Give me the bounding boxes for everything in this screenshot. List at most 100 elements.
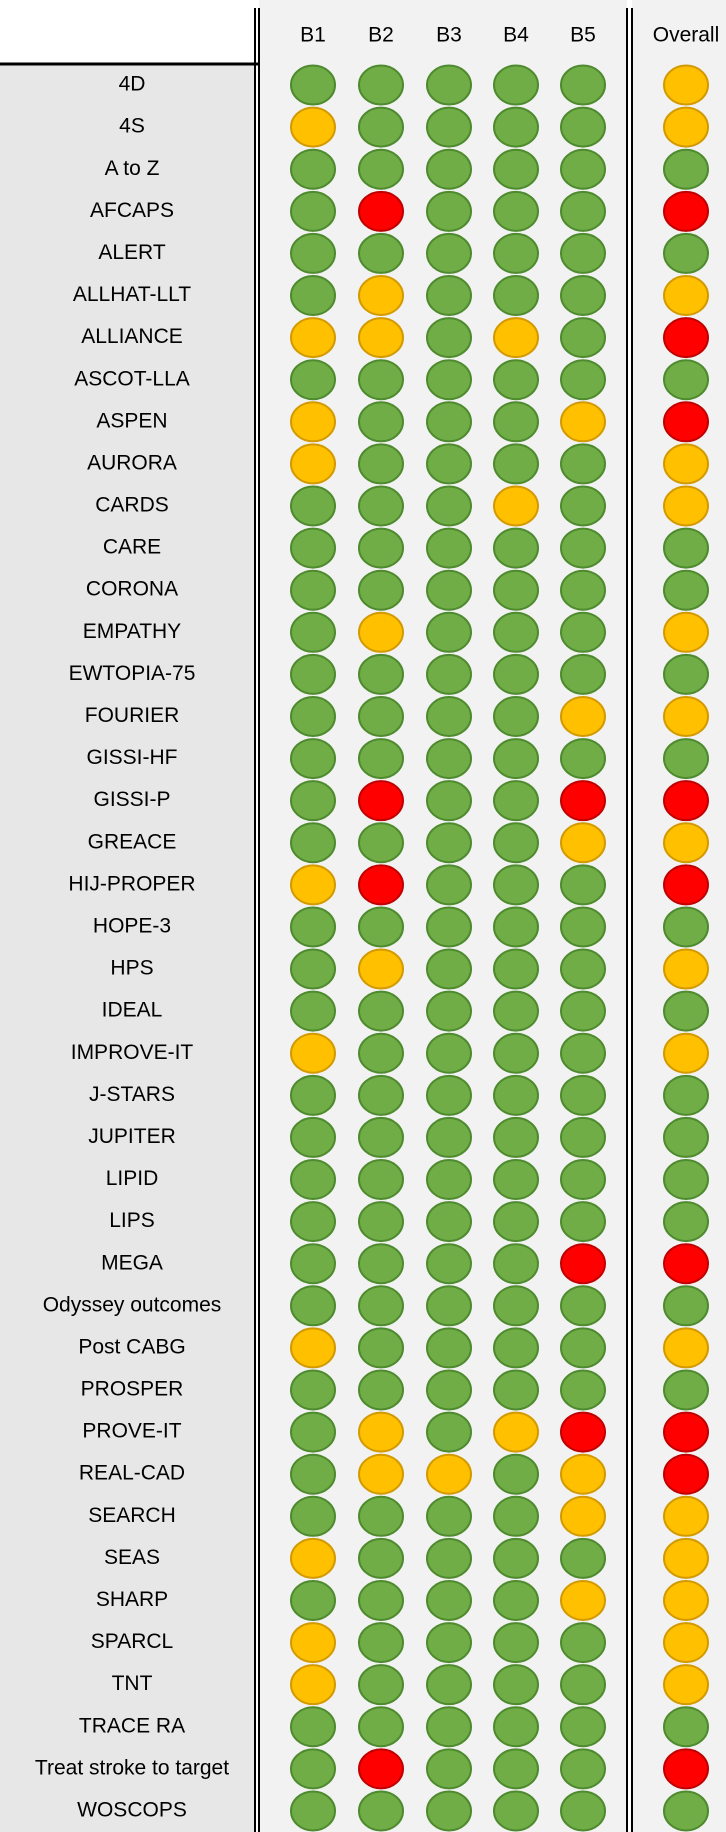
rating-dot xyxy=(663,1327,709,1369)
study-label: SEAS xyxy=(104,1546,160,1569)
rating-dot xyxy=(493,232,539,274)
rating-dot xyxy=(493,1032,539,1074)
rating-dot xyxy=(290,1159,336,1201)
rating-dot xyxy=(560,1790,606,1832)
rating-dot xyxy=(290,1664,336,1706)
rating-dot xyxy=(426,64,472,106)
study-label: CARDS xyxy=(95,494,169,517)
rating-dot xyxy=(358,1285,404,1327)
rating-dot xyxy=(358,1116,404,1158)
rating-dot xyxy=(426,1074,472,1116)
rating-dot xyxy=(560,1116,606,1158)
rating-dot xyxy=(290,1537,336,1579)
rating-dot xyxy=(663,1032,709,1074)
rating-dot xyxy=(290,359,336,401)
rating-dot xyxy=(290,1706,336,1748)
rating-dot xyxy=(290,1074,336,1116)
rating-dot xyxy=(426,527,472,569)
rating-dot xyxy=(426,443,472,485)
study-label: PROVE-IT xyxy=(82,1420,181,1443)
rating-dot xyxy=(426,1453,472,1495)
rating-dot xyxy=(358,1201,404,1243)
rating-dot xyxy=(493,1116,539,1158)
rating-dot xyxy=(560,1032,606,1074)
rating-dot xyxy=(358,317,404,359)
rating-dot xyxy=(560,653,606,695)
study-label: HOPE-3 xyxy=(93,914,171,937)
rating-dot xyxy=(560,569,606,611)
rating-dot xyxy=(290,317,336,359)
rating-dot xyxy=(290,190,336,232)
rating-dot xyxy=(358,1706,404,1748)
study-label: Post CABG xyxy=(78,1335,185,1358)
rating-dot xyxy=(426,1032,472,1074)
rating-dot xyxy=(358,1032,404,1074)
study-label: TNT xyxy=(112,1672,153,1695)
column-header: B3 xyxy=(436,24,462,47)
rating-dot xyxy=(426,695,472,737)
rating-dot xyxy=(663,990,709,1032)
rating-dot xyxy=(358,443,404,485)
rating-dot xyxy=(493,1243,539,1285)
study-label: 4D xyxy=(119,73,146,96)
rating-dot xyxy=(493,1201,539,1243)
rating-dot xyxy=(560,695,606,737)
rating-dot xyxy=(290,1453,336,1495)
study-label: CORONA xyxy=(86,578,178,601)
rating-dot xyxy=(560,401,606,443)
rating-dot xyxy=(358,611,404,653)
rating-dot xyxy=(426,780,472,822)
rating-dot xyxy=(663,1285,709,1327)
rating-dot xyxy=(358,1074,404,1116)
rating-dot xyxy=(358,1243,404,1285)
rating-dot xyxy=(493,1706,539,1748)
rating-dot xyxy=(290,1285,336,1327)
rating-dot xyxy=(560,906,606,948)
rating-dot xyxy=(290,1411,336,1453)
rating-dot xyxy=(426,1243,472,1285)
rating-dot xyxy=(560,232,606,274)
rating-dot xyxy=(663,1243,709,1285)
rating-dot xyxy=(493,443,539,485)
rating-dot xyxy=(663,1622,709,1664)
rating-dot xyxy=(663,822,709,864)
rating-dot xyxy=(290,232,336,274)
rating-dot xyxy=(663,275,709,317)
rating-dot xyxy=(560,1411,606,1453)
rating-dot xyxy=(290,275,336,317)
rating-dot xyxy=(493,1495,539,1537)
rating-dot xyxy=(493,1285,539,1327)
rating-dot xyxy=(358,1411,404,1453)
rating-dot xyxy=(426,275,472,317)
rating-dot xyxy=(358,106,404,148)
rating-dot xyxy=(560,148,606,190)
rating-dot xyxy=(663,1411,709,1453)
rating-dot xyxy=(663,906,709,948)
rating-dot xyxy=(663,1537,709,1579)
rating-dot xyxy=(560,780,606,822)
rating-dot xyxy=(560,359,606,401)
rating-dot xyxy=(426,611,472,653)
rating-dot xyxy=(426,990,472,1032)
rating-dot xyxy=(290,527,336,569)
rating-dot xyxy=(358,1327,404,1369)
rating-dot xyxy=(493,64,539,106)
rating-dot xyxy=(663,1664,709,1706)
rating-dot xyxy=(358,359,404,401)
rating-dot xyxy=(493,275,539,317)
study-label: REAL-CAD xyxy=(79,1462,185,1485)
rating-dot xyxy=(493,1664,539,1706)
rating-dot xyxy=(560,1243,606,1285)
rating-dot xyxy=(663,443,709,485)
rating-dot xyxy=(290,653,336,695)
rating-dot xyxy=(663,948,709,990)
rating-dot xyxy=(290,906,336,948)
rating-dot xyxy=(426,1411,472,1453)
rating-dot xyxy=(663,1074,709,1116)
rating-dot xyxy=(560,1327,606,1369)
rating-dot xyxy=(560,1201,606,1243)
rating-dot xyxy=(560,1369,606,1411)
study-label: LIPS xyxy=(109,1209,155,1232)
rating-dot xyxy=(663,864,709,906)
